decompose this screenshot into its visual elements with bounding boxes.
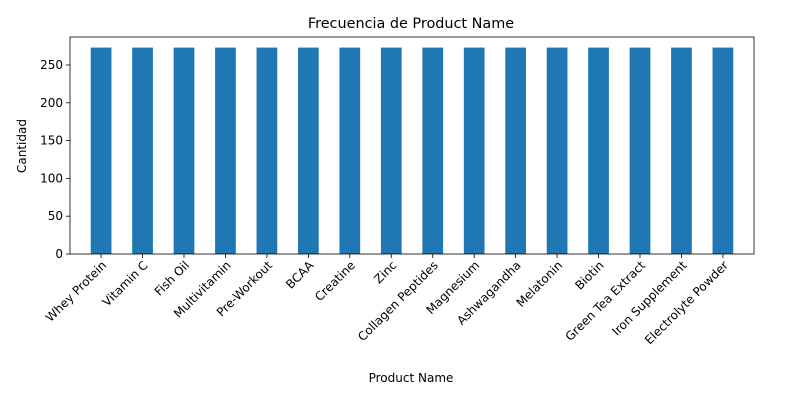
y-axis: 0 50 100 150 200 250: [40, 58, 70, 261]
x-tick-label: Biotin: [572, 258, 606, 292]
x-tick-label: Iron Supplement: [609, 258, 689, 338]
y-axis-title: Cantidad: [15, 119, 29, 173]
bar-4: [256, 47, 278, 255]
bar-1: [132, 47, 153, 255]
bar-3: [215, 47, 236, 255]
bar-2: [173, 47, 195, 255]
x-tick-label: BCAA: [283, 258, 317, 292]
x-tick-label: Green Tea Extract: [563, 258, 649, 344]
x-tick-label: Zinc: [371, 258, 399, 286]
bar-15: [712, 47, 734, 255]
x-tick-label: Fish Oil: [152, 258, 192, 298]
y-tick-label: 150: [40, 134, 63, 148]
bar-12: [588, 47, 609, 255]
plot-frame: [69, 36, 755, 255]
bar-10: [505, 47, 526, 255]
x-tick-label: Vitamin C: [100, 258, 151, 309]
bar-11: [546, 47, 568, 255]
y-tick-label: 0: [55, 247, 63, 261]
bar-7: [380, 47, 402, 255]
bars-layer: [90, 47, 734, 255]
x-tick-label: Creatine: [312, 258, 358, 304]
y-tick-label: 100: [40, 171, 63, 185]
bar-8: [422, 47, 444, 255]
bar-14: [671, 47, 692, 255]
bar-13: [629, 47, 651, 255]
y-tick-label: 50: [48, 209, 63, 223]
bar-0: [90, 47, 112, 255]
y-tick-label: 250: [40, 58, 63, 72]
x-tick-label: Whey Protein: [43, 258, 109, 324]
bar-5: [298, 47, 319, 255]
x-axis-title: Product Name: [369, 371, 454, 385]
x-tick-label: Collagen Peptides: [355, 258, 441, 344]
y-tick-label: 200: [40, 96, 63, 110]
x-tick-label: Electrolyte Powder: [642, 258, 731, 347]
bar-6: [339, 47, 361, 255]
chart-title: Frecuencia de Product Name: [308, 16, 514, 32]
bar-9: [463, 47, 485, 255]
